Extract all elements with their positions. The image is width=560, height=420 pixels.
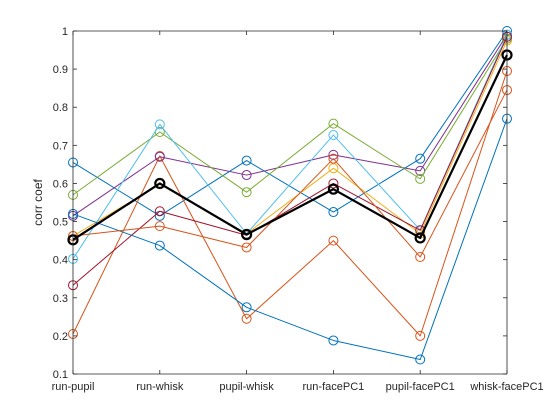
y-tick-label: 0.2 xyxy=(53,331,68,343)
x-tick-label: run-pupil xyxy=(52,381,95,393)
axes-layer: 0.1 0.2 0.3 0.4 0.5 0.6 0.7 0.8 0.9 1 run-pupil run… xyxy=(52,26,544,393)
y-tick-label: 0.9 xyxy=(53,64,68,76)
x-tick-label: pupil-whisk xyxy=(219,381,274,393)
y-tick-label: 1 xyxy=(62,26,68,38)
data-point xyxy=(241,187,252,198)
x-tick-label: pupil-facePC1 xyxy=(386,381,455,393)
series-line xyxy=(72,34,508,217)
series-line xyxy=(72,70,508,337)
data-point xyxy=(328,178,339,189)
y-tick-label: 0.1 xyxy=(53,369,68,381)
data-point xyxy=(414,232,426,244)
data-point xyxy=(415,153,426,164)
series-line xyxy=(72,30,508,217)
y-tick-label: 0.3 xyxy=(53,293,68,305)
series-10 xyxy=(67,49,513,246)
data-point xyxy=(154,221,165,232)
y-tick-label: 0.7 xyxy=(53,140,68,152)
data-point xyxy=(241,155,252,166)
data-point xyxy=(154,119,165,130)
y-tick-label: 0.8 xyxy=(53,102,68,114)
data-point xyxy=(241,228,253,241)
x-tick-label: run-facePC1 xyxy=(303,381,365,393)
y-tick-label: 0.6 xyxy=(53,178,68,190)
data-point xyxy=(154,240,165,251)
data-point xyxy=(241,302,252,313)
data-point xyxy=(415,354,426,365)
data-point xyxy=(154,206,165,217)
data-point xyxy=(328,163,339,174)
data-point xyxy=(154,151,165,162)
y-axis-label: corr coef xyxy=(31,178,45,225)
data-point xyxy=(328,207,339,218)
series-line xyxy=(72,36,508,286)
data-point xyxy=(415,330,426,341)
data-point xyxy=(241,170,252,181)
y-tick-label: 0.5 xyxy=(53,217,68,229)
series-line xyxy=(72,89,508,258)
data-point xyxy=(154,177,166,190)
data-point xyxy=(328,153,339,164)
data-point xyxy=(415,173,426,184)
x-tick-label: whisk-facePC1 xyxy=(469,381,543,393)
data-point xyxy=(415,251,426,262)
x-tick-label: run-whisk xyxy=(136,381,184,393)
data-point xyxy=(328,235,339,246)
data-point xyxy=(241,313,252,324)
series-line xyxy=(72,38,508,196)
data-point xyxy=(327,183,339,195)
data-point xyxy=(328,118,339,129)
y-tick-label: 0.4 xyxy=(53,255,68,267)
series-line xyxy=(72,118,508,361)
data-point xyxy=(241,242,252,253)
series-line xyxy=(72,54,508,241)
data-point xyxy=(328,335,339,346)
data-point xyxy=(328,130,339,141)
